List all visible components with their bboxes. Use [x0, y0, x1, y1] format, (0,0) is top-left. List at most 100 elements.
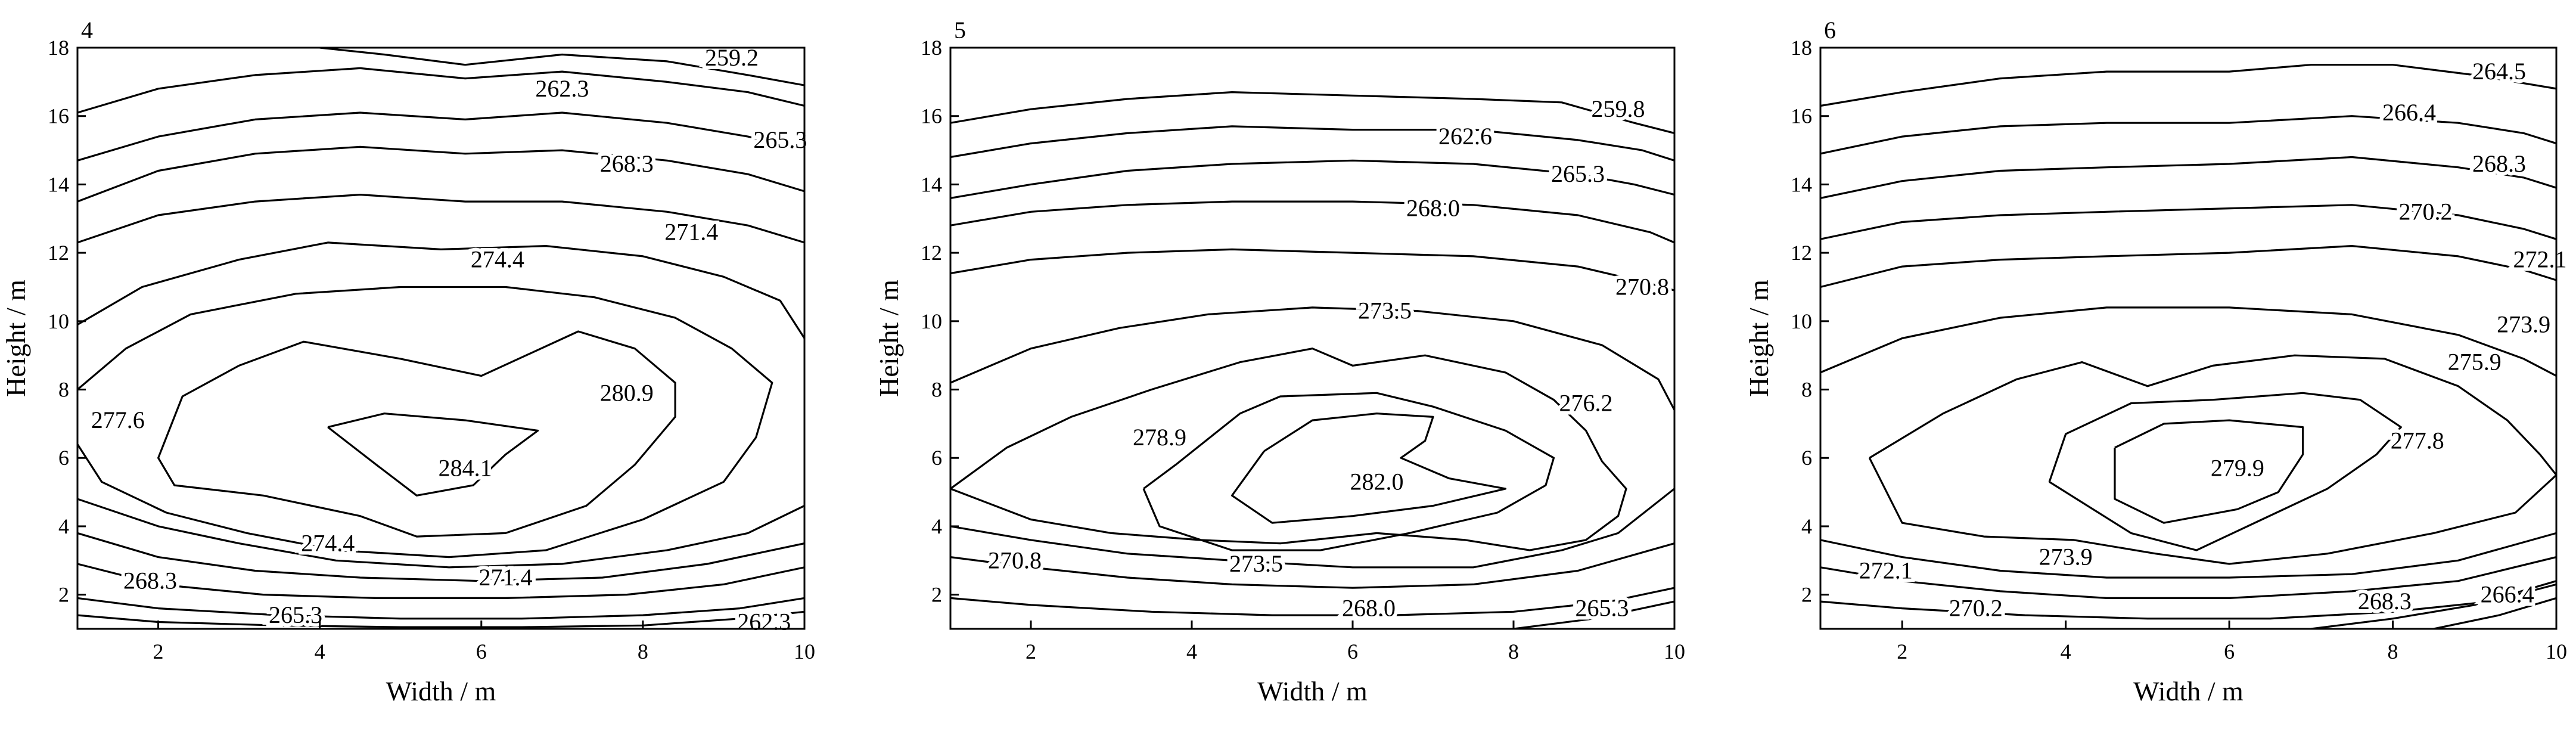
x-tick-label: 2: [1026, 640, 1036, 663]
contour-label: 284.1: [439, 454, 492, 481]
y-tick-label: 14: [1791, 172, 1812, 196]
contour-line: [950, 159, 1674, 199]
contour-line: [1820, 204, 2556, 240]
x-tick-label: 4: [1186, 640, 1197, 663]
y-tick-label: 8: [931, 378, 942, 402]
x-tick-label: 2: [1897, 640, 1907, 663]
contour-label: 273.9: [2039, 544, 2093, 570]
contour-line: [157, 330, 676, 538]
y-tick-label: 6: [931, 446, 942, 470]
contour-label: 259.8: [1592, 95, 1645, 122]
contour-label: 268.3: [2472, 150, 2526, 177]
y-tick-label: 6: [58, 446, 69, 470]
y-tick-label: 2: [931, 583, 942, 607]
contour-line: [319, 48, 804, 86]
contour-lines: [950, 91, 1674, 629]
x-axis-title: Width / m: [2133, 676, 2243, 706]
contour-label: 271.4: [664, 219, 718, 246]
contour-lines: [1820, 64, 2556, 629]
y-tick-label: 8: [58, 378, 69, 402]
x-tick-label: 2: [153, 640, 164, 663]
contour-line: [77, 111, 804, 162]
contour-label: 270.2: [2398, 198, 2452, 225]
y-tick-label: 12: [921, 241, 942, 265]
y-tick-label: 16: [48, 104, 69, 128]
contour-label: 262.6: [1438, 123, 1492, 150]
contour-line: [950, 348, 1627, 551]
y-tick-label: 10: [48, 309, 69, 333]
panel-label: 6: [1824, 17, 1836, 44]
contour-label: 280.9: [600, 379, 654, 406]
y-tick-label: 18: [921, 36, 942, 60]
contour-line: [1820, 556, 2556, 599]
y-tick-label: 10: [1791, 309, 1812, 333]
contour-label: 271.4: [478, 564, 532, 591]
x-tick-label: 4: [315, 640, 325, 663]
contour-line: [1230, 412, 1507, 524]
y-tick-label: 2: [58, 583, 69, 607]
y-tick-label: 16: [921, 104, 942, 128]
contour-line: [77, 532, 804, 582]
x-axis-title: Width / m: [1257, 676, 1368, 706]
x-tick-label: 4: [2061, 640, 2071, 663]
contour-line: [1820, 156, 2556, 199]
y-tick-label: 10: [921, 309, 942, 333]
contour-label: 265.3: [1551, 160, 1605, 187]
x-tick-label: 6: [1347, 640, 1358, 663]
contour-label: 270.8: [1615, 273, 1669, 300]
contour-label: 273.5: [1358, 297, 1412, 324]
contour-label: 259.2: [705, 44, 759, 71]
contour-line: [2311, 580, 2556, 629]
x-axis-title: Width / m: [386, 676, 496, 706]
contour-label: 279.9: [2211, 454, 2264, 481]
y-tick-label: 4: [1801, 514, 1812, 538]
contour-label: 282.0: [1350, 468, 1404, 495]
y-tick-label: 12: [48, 241, 69, 265]
chart-panel: 284.1 280.9 277.6 274.4 274.4 271.4 271.4 268.3…: [1, 17, 815, 706]
x-tick-label: 10: [1664, 640, 1685, 663]
contour-label: 262.3: [737, 609, 791, 635]
contour-label: 272.1: [2513, 246, 2567, 273]
contour-line: [950, 200, 1674, 244]
x-tick-label: 10: [794, 640, 815, 663]
contour-lines: [77, 48, 804, 628]
contour-label: 266.4: [2481, 581, 2534, 608]
contour-label: 268.3: [600, 150, 654, 177]
y-axis-title: Height / m: [1, 280, 31, 397]
contour-line: [77, 597, 804, 620]
y-axis-title: Height / m: [874, 280, 904, 397]
y-tick-label: 4: [931, 514, 942, 538]
contour-line: [950, 488, 1674, 569]
contour-line: [950, 91, 1674, 134]
contour-label: 278.9: [1133, 424, 1186, 451]
panel-label: 5: [954, 17, 966, 44]
contour-line: [77, 67, 804, 114]
contour-label: 277.8: [2391, 427, 2444, 454]
contour-label: 273.9: [2497, 311, 2550, 338]
x-tick-label: 6: [476, 640, 487, 663]
contour-line: [1820, 583, 2556, 620]
contour-line: [2114, 419, 2304, 524]
contour-line: [1820, 115, 2556, 155]
contour-label: 277.6: [91, 407, 145, 433]
x-tick-label: 8: [638, 640, 648, 663]
y-tick-label: 2: [1801, 583, 1812, 607]
y-axis-title: Height / m: [1744, 280, 1774, 397]
contour-line: [77, 610, 804, 628]
y-tick-label: 12: [1791, 241, 1812, 265]
y-tick-label: 16: [1791, 104, 1812, 128]
y-tick-label: 14: [921, 172, 942, 196]
plot-frame: [76, 46, 806, 630]
contour-line: [1820, 64, 2556, 107]
contour-line: [950, 248, 1674, 291]
contour-line: [1820, 306, 2556, 377]
contour-line: [1868, 354, 2556, 565]
contour-line: [1513, 600, 1674, 629]
y-tick-label: 6: [1801, 446, 1812, 470]
x-tick-label: 6: [2224, 640, 2235, 663]
y-tick-label: 18: [1791, 36, 1812, 60]
contour-label: 275.9: [2448, 349, 2502, 376]
contour-label: 274.4: [471, 246, 524, 273]
contour-label: 276.2: [1559, 389, 1613, 416]
